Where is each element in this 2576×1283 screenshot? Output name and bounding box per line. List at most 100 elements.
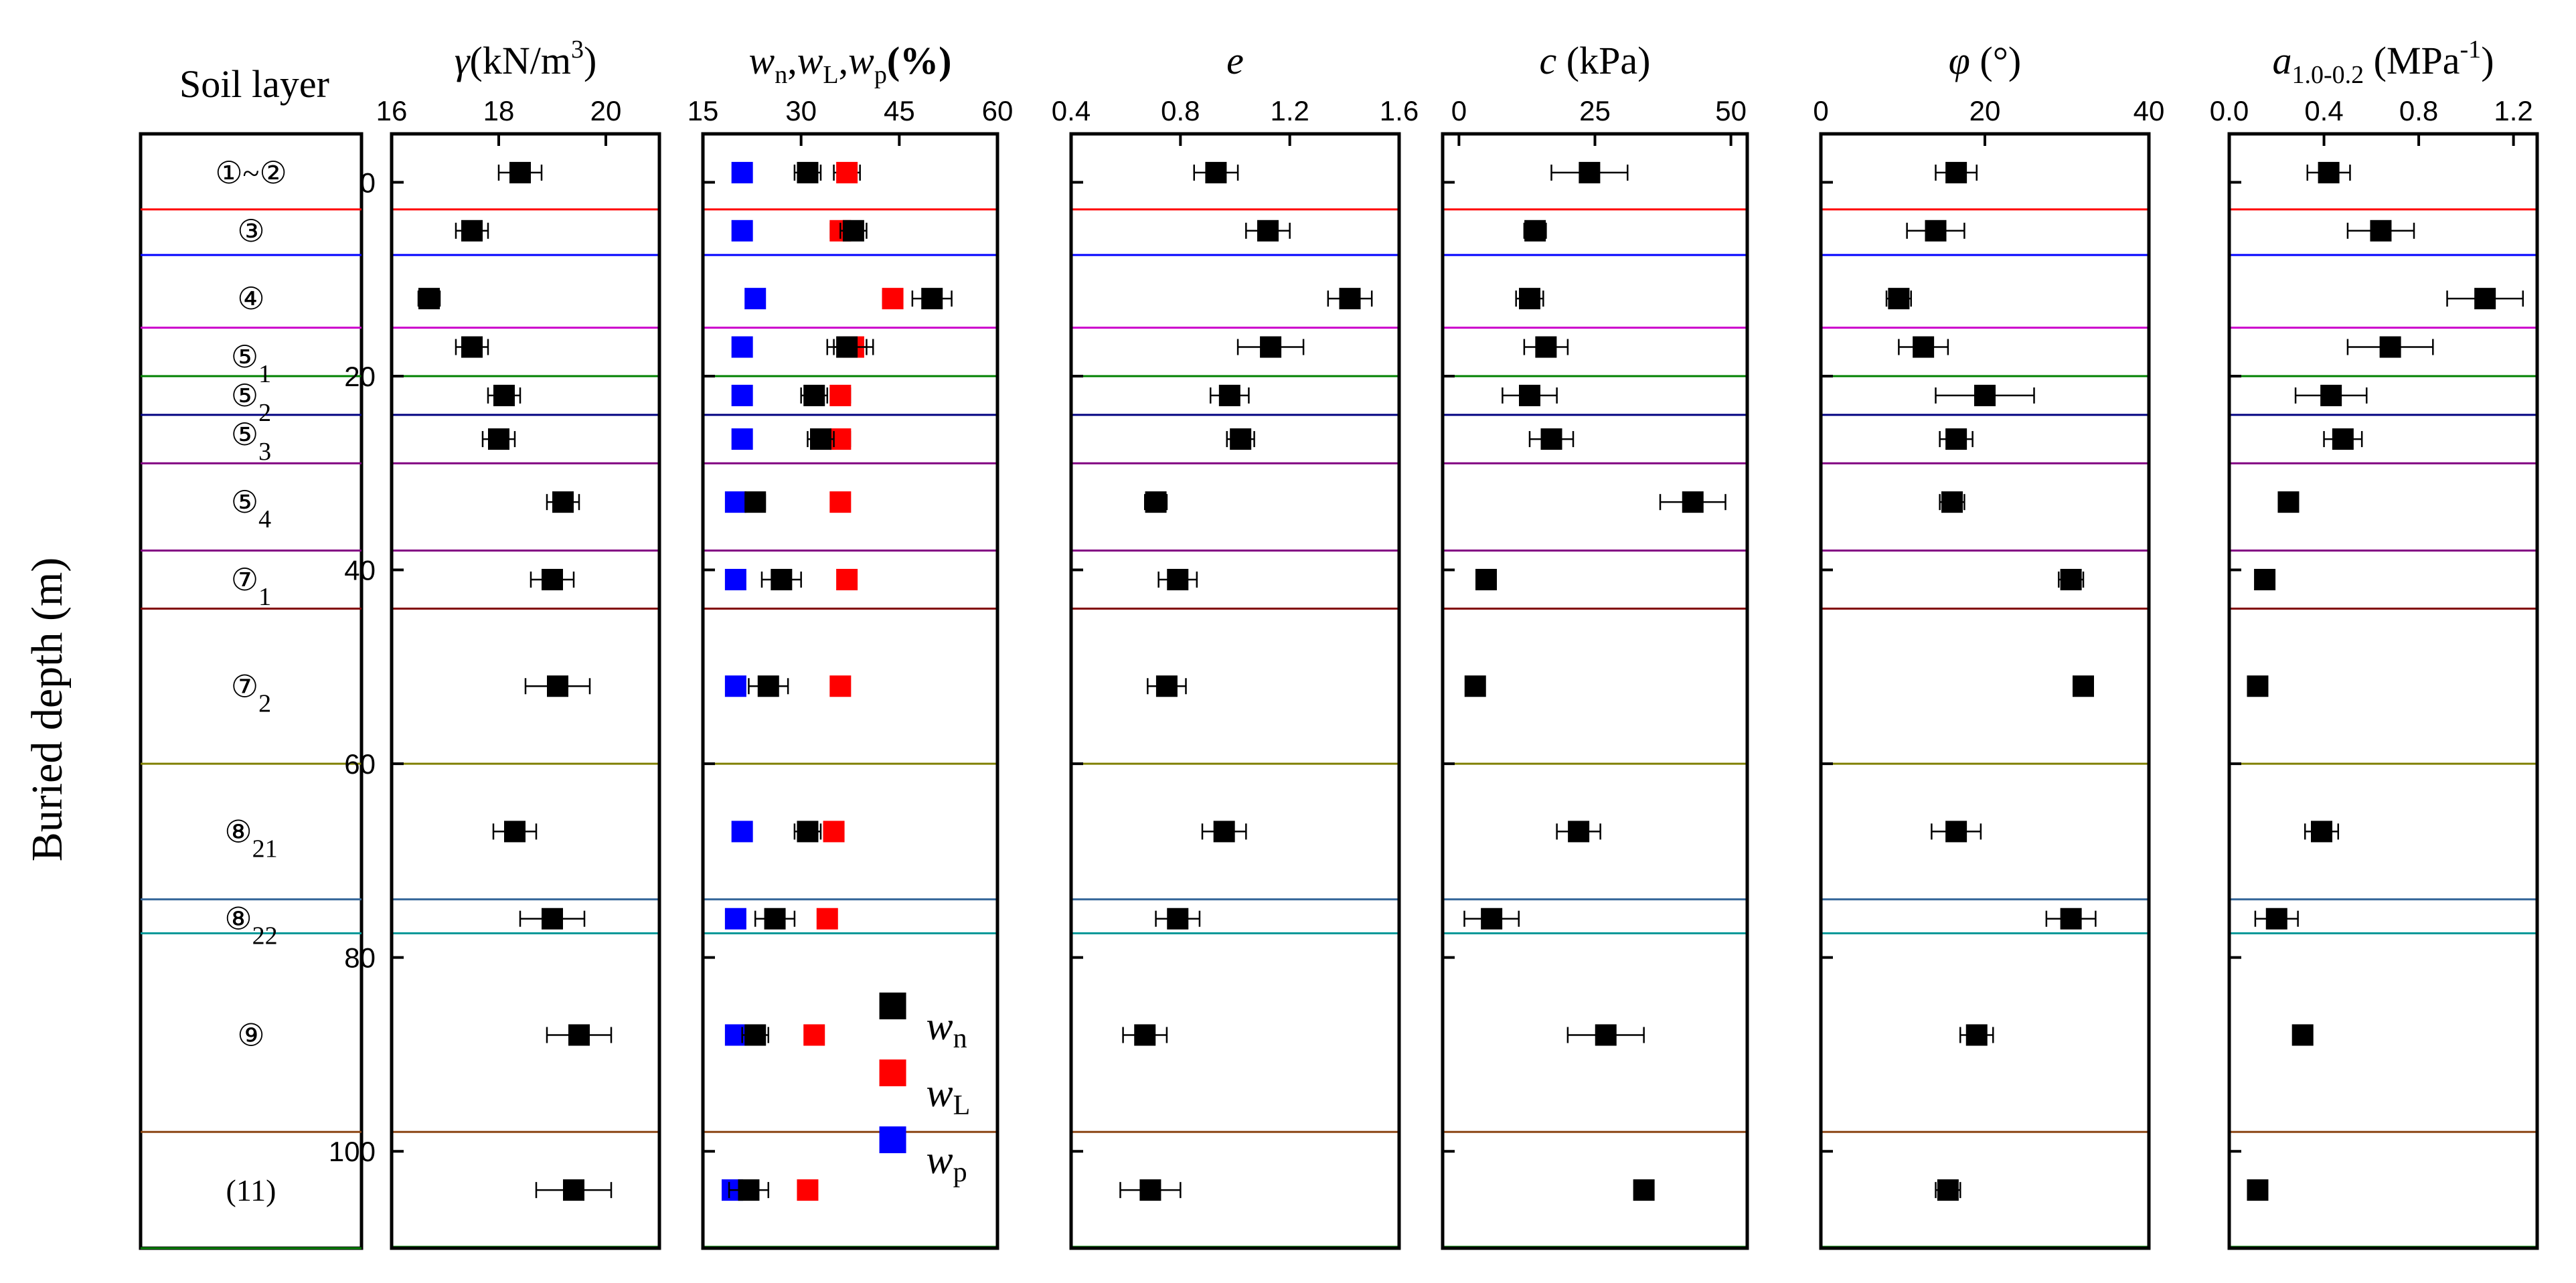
data-point-γ [568,1024,590,1046]
data-point-e [1230,428,1252,450]
data-point-wp [731,220,753,242]
data-point-a1.0-0.2 [2474,288,2496,310]
data-point-c [1633,1179,1655,1201]
panel-4: φ (°) 0 20 40 [1813,39,2165,1250]
legend-label: wp [927,1138,967,1188]
layer-label: ⑧22 [224,902,277,950]
panel-0: γ(kN/m3) 16 18 20 0 20 40 60 80 100 [329,35,661,1250]
data-point-e [1167,569,1189,590]
x-tick-label: 0 [1813,95,1828,126]
layer-label: ⑤4 [231,485,271,533]
data-point-c [1540,428,1562,450]
data-point-wp [744,288,767,310]
panel-frame [1069,132,1401,1250]
legend-marker [879,993,906,1020]
data-point-c [1682,491,1704,513]
x-tick-label: 30 [785,95,817,126]
data-point-e [1134,1024,1156,1046]
panel-title: φ (°) [1949,39,2021,82]
data-point-φ [1941,491,1963,513]
data-point-γ [461,220,483,242]
data-point-a1.0-0.2 [2254,569,2276,590]
data-point-wn [738,1179,760,1201]
x-tick-label: 40 [2134,95,2165,126]
panel-title: wn,wL,wp(%) [749,39,952,89]
data-point-wn [810,428,831,450]
data-point-wp [731,821,753,843]
data-point-γ [493,384,515,406]
data-point-e [1213,821,1235,843]
panel-3: c (kPa) 0 25 50 [1441,39,1749,1250]
data-point-c [1568,821,1590,843]
panel-frame [1441,132,1749,1250]
data-point-e [1260,336,1282,358]
data-point-wL [816,908,838,930]
data-point-a1.0-0.2 [2320,384,2342,406]
data-point-wp [731,384,753,406]
data-point-φ [1945,821,1967,843]
layer-label: ⑦2 [231,669,271,717]
data-point-wL [829,384,852,406]
layer-label: ④ [237,282,264,316]
data-point-φ [2060,908,2082,930]
data-point-wL [882,288,904,310]
data-point-c [1579,161,1601,183]
data-point-γ [563,1179,584,1201]
panel-frame [2227,132,2539,1250]
data-point-a1.0-0.2 [2370,220,2392,242]
x-tick-label: 50 [1715,95,1747,126]
layer-label: ⑨ [237,1018,264,1052]
x-tick-label: 1.2 [1270,95,1309,126]
data-point-wL [836,161,858,183]
data-point-φ [1925,220,1947,242]
x-tick-label: 25 [1579,95,1611,126]
legend-marker [879,1126,906,1154]
panel-2: e 0.4 0.8 1.2 1.6 [1052,39,1419,1250]
x-tick-label: 0.0 [2210,95,2249,126]
x-tick-label: 60 [982,95,1014,126]
data-point-c [1519,288,1540,310]
data-point-a1.0-0.2 [2311,821,2332,843]
y-tick-label: 80 [344,942,376,974]
y-tick-label: 20 [344,361,376,392]
data-point-wn [842,220,864,242]
data-point-c [1519,384,1540,406]
data-point-φ [1974,384,1996,406]
x-tick-label: 16 [376,95,408,126]
data-point-wp [731,428,753,450]
data-point-e [1145,491,1167,513]
data-point-wn [757,675,779,697]
data-point-wp [731,161,753,183]
data-point-γ [418,288,440,310]
y-tick-label: 60 [344,748,376,780]
data-point-γ [461,336,483,358]
data-point-φ [1945,161,1967,183]
data-point-φ [1913,336,1935,358]
panel-frame [1819,132,2151,1250]
data-point-c [1535,336,1557,358]
panel-title: e [1226,39,1244,82]
data-point-a1.0-0.2 [2277,491,2300,513]
y-tick-label: 0 [360,167,376,198]
data-point-a1.0-0.2 [2332,428,2354,450]
data-point-wp [724,569,746,590]
x-tick-label: 0 [1451,95,1467,126]
data-point-wL [836,569,858,590]
data-point-a1.0-0.2 [2318,161,2340,183]
panel-title: c (kPa) [1540,39,1651,82]
layer-label: ①~② [215,156,287,190]
data-point-a1.0-0.2 [2265,908,2287,930]
data-point-γ [542,569,563,590]
x-tick-label: 0.4 [2304,95,2343,126]
data-point-wp [731,336,753,358]
layer-label: ⑦1 [231,563,271,611]
panel-frame [701,132,999,1250]
data-point-e [1339,288,1361,310]
legend-label: wn [927,1004,967,1054]
data-point-wp [724,675,746,697]
panel-frame [390,132,661,1250]
x-tick-label: 1.6 [1380,95,1419,126]
data-point-wL [803,1024,825,1046]
data-point-wL [797,1179,819,1201]
